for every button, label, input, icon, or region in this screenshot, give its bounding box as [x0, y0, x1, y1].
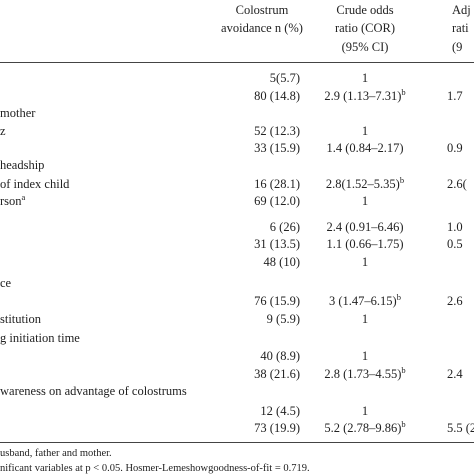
cell: 16 (28.1) [254, 177, 300, 191]
cell: 6 (26) [269, 220, 300, 234]
cell: 0.9 [447, 141, 463, 155]
cell: 1 [361, 71, 369, 85]
cell: 1.0 [447, 220, 463, 234]
footnote-mark: b [399, 174, 405, 185]
cell: 5.5 (2 [447, 421, 474, 435]
cell: 31 (13.5) [254, 237, 300, 251]
cell: 1 [361, 255, 369, 269]
row-label: rsona [0, 191, 26, 208]
cell: 2.8(1.52–5.35)b [325, 174, 405, 191]
bottom-rule [0, 442, 474, 443]
cell: 9 (5.9) [266, 312, 300, 326]
footnote: usband, father and mother. [0, 448, 112, 459]
footnote: nificant variables at p < 0.05. Hosmer-L… [0, 463, 310, 474]
cell: 12 (4.5) [260, 404, 300, 418]
cell: 1 [361, 404, 369, 418]
cell: 40 (8.9) [260, 349, 300, 363]
column-header: avoidance n (%) [221, 21, 303, 35]
column-header: rati [452, 21, 469, 35]
footnote-mark: a [21, 191, 26, 202]
column-header: ratio (COR) [334, 21, 396, 35]
cell: 3 (1.47–6.15)b [329, 291, 401, 308]
column-header: Colostrum [235, 3, 289, 17]
row-label: of index child [0, 177, 70, 191]
cell: 33 (15.9) [254, 141, 300, 155]
cell: 0.5 [447, 237, 463, 251]
row-label: ce [0, 276, 12, 290]
cell: 48 (10) [263, 255, 300, 269]
cell: 5(5.7) [269, 71, 300, 85]
cell: 5.2 (2.78–9.86)b [324, 418, 406, 435]
column-header: (95% CI) [341, 40, 389, 54]
cell: 1 [361, 312, 369, 326]
row-label: headship [0, 158, 45, 172]
column-header: Crude odds [336, 3, 394, 17]
cell: 2.4 [447, 367, 463, 381]
cell: 73 (19.9) [254, 421, 300, 435]
cell: 38 (21.6) [254, 367, 300, 381]
cell: 2.9 (1.13–7.31)b [324, 86, 406, 103]
row-label: stitution [0, 312, 41, 326]
column-header: Adj [452, 3, 471, 17]
cell: 2.6( [447, 177, 467, 191]
cell: 76 (15.9) [254, 294, 300, 308]
cell: 2.4 (0.91–6.46) [326, 220, 404, 234]
cell: 69 (12.0) [254, 194, 300, 208]
cell: 80 (14.8) [254, 89, 300, 103]
cell: 1.4 (0.84–2.17) [326, 141, 404, 155]
cell: 52 (12.3) [254, 124, 300, 138]
header-rule [0, 62, 474, 63]
cell: 2.6 [447, 294, 463, 308]
column-header: (9 [452, 40, 463, 54]
cell: 2.8 (1.73–4.55)b [324, 364, 406, 381]
footnote-mark: b [401, 418, 406, 429]
footnote-mark: b [396, 291, 401, 302]
footnote-mark: b [401, 86, 406, 97]
row-label: g initiation time [0, 331, 80, 345]
cell: 1 [361, 124, 369, 138]
cell: 1.7 [447, 89, 463, 103]
row-label: z [0, 124, 6, 138]
row-label: wareness on advantage of colostrums [0, 384, 187, 398]
cell: 1.1 (0.66–1.75) [326, 237, 404, 251]
cell: 1 [361, 349, 369, 363]
row-label: mother [0, 106, 36, 120]
footnote-mark: b [401, 364, 406, 375]
cell: 1 [361, 194, 369, 208]
